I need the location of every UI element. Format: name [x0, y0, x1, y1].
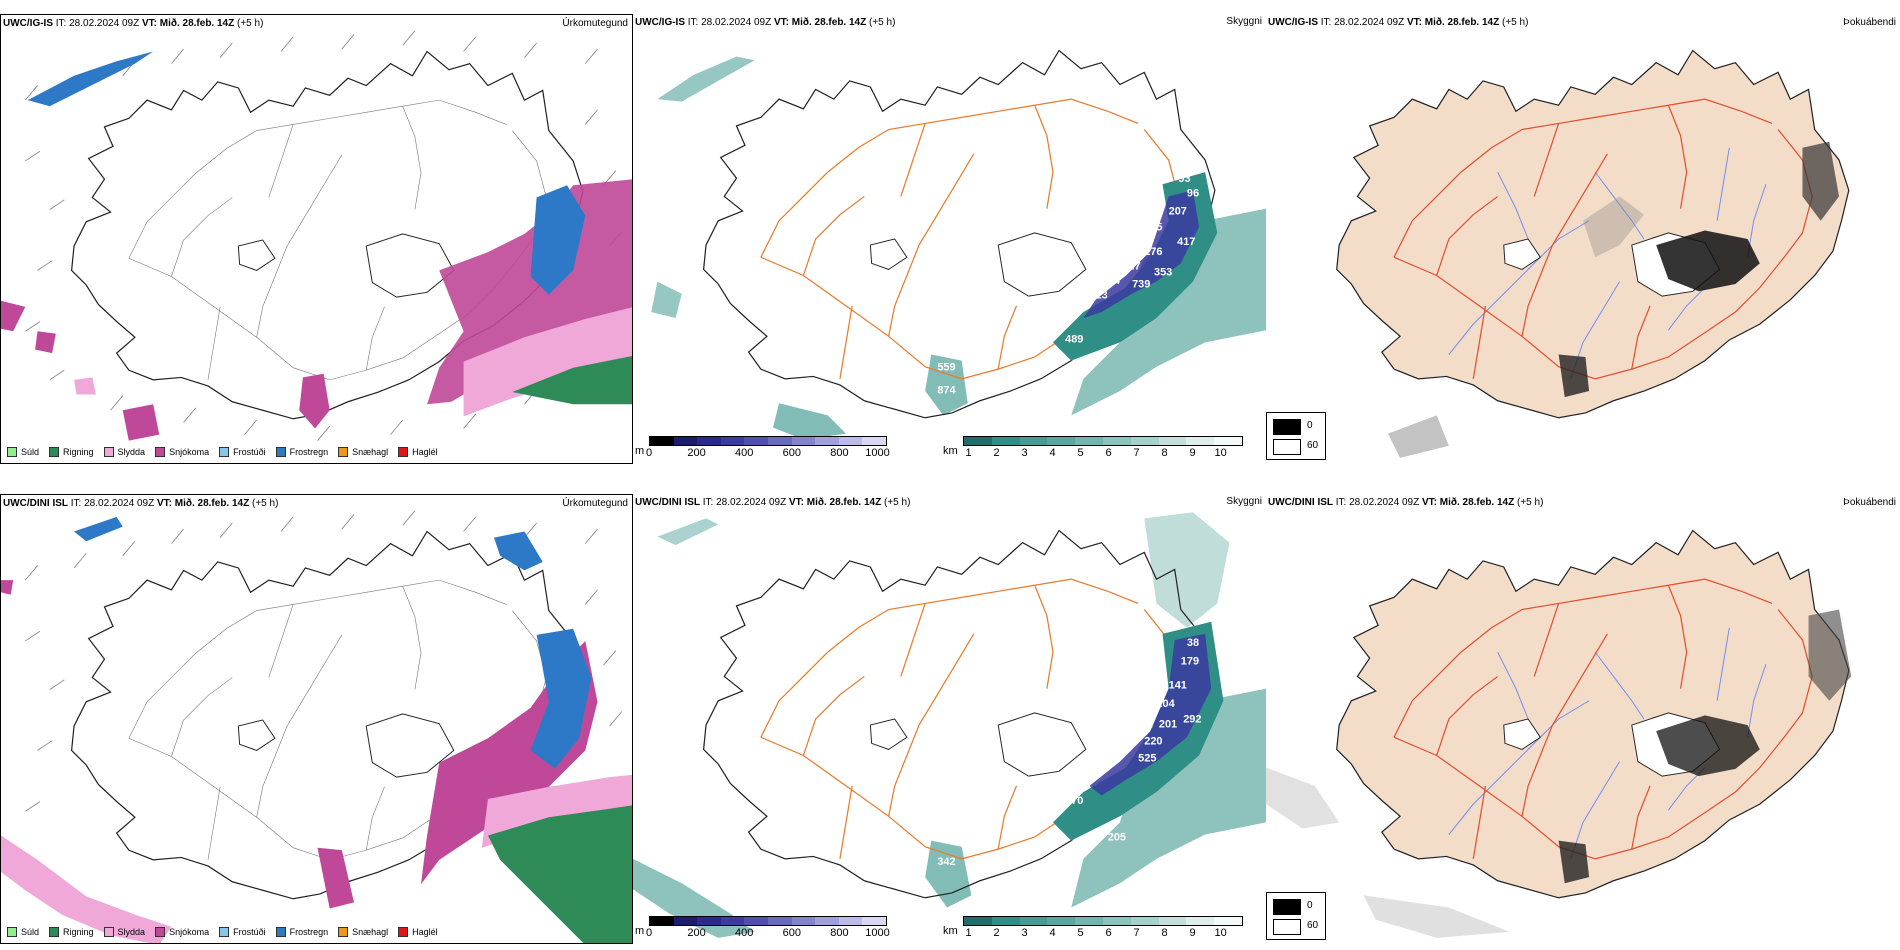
panel-type-label: Þokuábendi	[1843, 17, 1896, 28]
fog-panel-row1: UWC/IG-IS IT: 28.02.2024 09Z VT: Mið. 28…	[1266, 14, 1900, 464]
panel-title: UWC/IG-IS IT: 28.02.2024 09Z VT: Mið. 28…	[635, 17, 896, 28]
panel-title: UWC/IG-IS IT: 28.02.2024 09Z VT: Mið. 28…	[3, 18, 264, 29]
svg-text:874: 874	[937, 384, 956, 396]
precip-map	[1, 30, 632, 441]
svg-text:244: 244	[1102, 275, 1121, 287]
precip-map	[1, 510, 632, 943]
visibility-panel-row2: UWC/DINI ISL IT: 28.02.2024 09Z VT: Mið.…	[633, 494, 1266, 944]
fog-scale-box: 0 60	[1266, 412, 1326, 460]
visibility-values: 38 179 141 204 201 212 292 308 296 220 5…	[937, 637, 1201, 868]
panel-type-label: Skyggni	[1226, 496, 1262, 507]
legend-item-slydda: Slydda	[103, 447, 145, 457]
legend-item-snjokoma: Snjókoma	[155, 927, 209, 937]
rain-region-southeast	[487, 805, 632, 943]
precip-legend: Súld Rigning Slydda Snjókoma Frostúði Fr…	[7, 927, 438, 937]
svg-text:525: 525	[1138, 753, 1156, 765]
visibility-map	[651, 49, 1266, 440]
panel-type-label: Úrkomutegund	[562, 18, 628, 29]
svg-text:201: 201	[1159, 719, 1177, 731]
svg-text:559: 559	[937, 361, 955, 373]
svg-text:38: 38	[1187, 637, 1199, 649]
svg-text:227: 227	[1122, 260, 1140, 272]
svg-text:342: 342	[937, 856, 955, 868]
visibility-values: 93 96 207 225 176 417 227 353 244 739 32…	[937, 173, 1199, 397]
svg-text:93: 93	[1178, 173, 1190, 185]
legend-item-haglel: Haglél	[398, 447, 438, 457]
panel-title: UWC/DINI ISL IT: 28.02.2024 09Z VT: Mið.…	[1268, 497, 1544, 508]
svg-text:323: 323	[1089, 290, 1107, 302]
svg-text:739: 739	[1132, 279, 1150, 291]
fog-map	[1336, 49, 1850, 458]
rain-region-southeast	[512, 355, 632, 405]
svg-text:272: 272	[1071, 762, 1089, 774]
legend-item-sudd: Súld	[7, 447, 39, 457]
legend-item-frostregn: Frostregn	[275, 927, 328, 937]
frostregn-region-east	[530, 628, 592, 769]
legend-item-snaehagl: Snæhagl	[338, 927, 388, 937]
legend-item-frostudi: Frostúði	[219, 447, 266, 457]
svg-text:292: 292	[1183, 714, 1201, 726]
panel-title: UWC/DINI ISL IT: 28.02.2024 09Z VT: Mið.…	[3, 498, 279, 509]
svg-text:158: 158	[1065, 297, 1083, 309]
panel-title: UWC/DINI ISL IT: 28.02.2024 09Z VT: Mið.…	[635, 497, 911, 508]
svg-text:220: 220	[1144, 736, 1162, 748]
svg-text:179: 179	[1181, 655, 1199, 667]
svg-text:176: 176	[1144, 246, 1162, 258]
panel-title: UWC/IG-IS IT: 28.02.2024 09Z VT: Mið. 28…	[1268, 17, 1529, 28]
legend-item-sudd: Súld	[7, 927, 39, 937]
height-colorbar: m 0 200 400 600 800 1000	[635, 916, 890, 939]
legend-item-frostregn: Frostregn	[275, 447, 328, 457]
fog-map	[1266, 529, 1852, 938]
legend-item-snaehagl: Snæhagl	[338, 447, 388, 457]
panel-type-label: Úrkomutegund	[562, 498, 628, 509]
legend-item-snjokoma: Snjókoma	[155, 447, 209, 457]
fog-panel-row2: UWC/DINI ISL IT: 28.02.2024 09Z VT: Mið.…	[1266, 494, 1900, 944]
svg-text:225: 225	[1144, 221, 1162, 233]
svg-text:96: 96	[1187, 187, 1199, 199]
height-colorbar: m 0 200 400 600 800 1000	[635, 436, 890, 459]
panel-type-label: Skyggni	[1226, 16, 1262, 27]
visibility-panel-row1: UWC/IG-IS IT: 28.02.2024 09Z VT: Mið. 28…	[633, 14, 1266, 464]
sleet-region-southwest	[1, 835, 172, 943]
svg-text:489: 489	[1065, 333, 1083, 345]
svg-text:212: 212	[1135, 719, 1153, 731]
svg-text:204: 204	[1156, 698, 1175, 710]
precip-legend: Súld Rigning Slydda Snjókoma Frostúði Fr…	[7, 447, 438, 457]
visibility-colorbar: km 1 2 3 4 5 6 7 8 9 10	[943, 436, 1243, 459]
legend-item-rigning: Rigning	[49, 447, 94, 457]
svg-text:207: 207	[1169, 206, 1187, 218]
svg-text:370: 370	[1065, 795, 1083, 807]
svg-text:205: 205	[1108, 832, 1126, 844]
sleet-region-southeast	[463, 307, 632, 417]
legend-item-rigning: Rigning	[49, 927, 94, 937]
panel-type-label: Þokuábendi	[1843, 497, 1896, 508]
svg-text:308: 308	[1114, 728, 1132, 740]
fog-scale-box: 0 60	[1266, 892, 1326, 940]
legend-item-slydda: Slydda	[103, 927, 145, 937]
svg-text:353: 353	[1154, 266, 1172, 278]
precip-type-panel-row1: UWC/IG-IS IT: 28.02.2024 09Z VT: Mið. 28…	[0, 14, 633, 464]
visibility-colorbar: km 1 2 3 4 5 6 7 8 9 10	[943, 916, 1243, 939]
frostregn-region-east	[530, 185, 586, 295]
svg-text:417: 417	[1177, 236, 1195, 248]
legend-item-frostudi: Frostúði	[219, 927, 266, 937]
svg-text:141: 141	[1169, 680, 1187, 692]
legend-item-haglel: Haglél	[398, 927, 438, 937]
snow-band-northwest	[27, 51, 154, 107]
svg-text:296: 296	[1102, 736, 1120, 748]
frostregn-region-north	[494, 531, 543, 571]
precip-type-panel-row2: UWC/DINI ISL IT: 28.02.2024 09Z VT: Mið.…	[0, 494, 633, 944]
